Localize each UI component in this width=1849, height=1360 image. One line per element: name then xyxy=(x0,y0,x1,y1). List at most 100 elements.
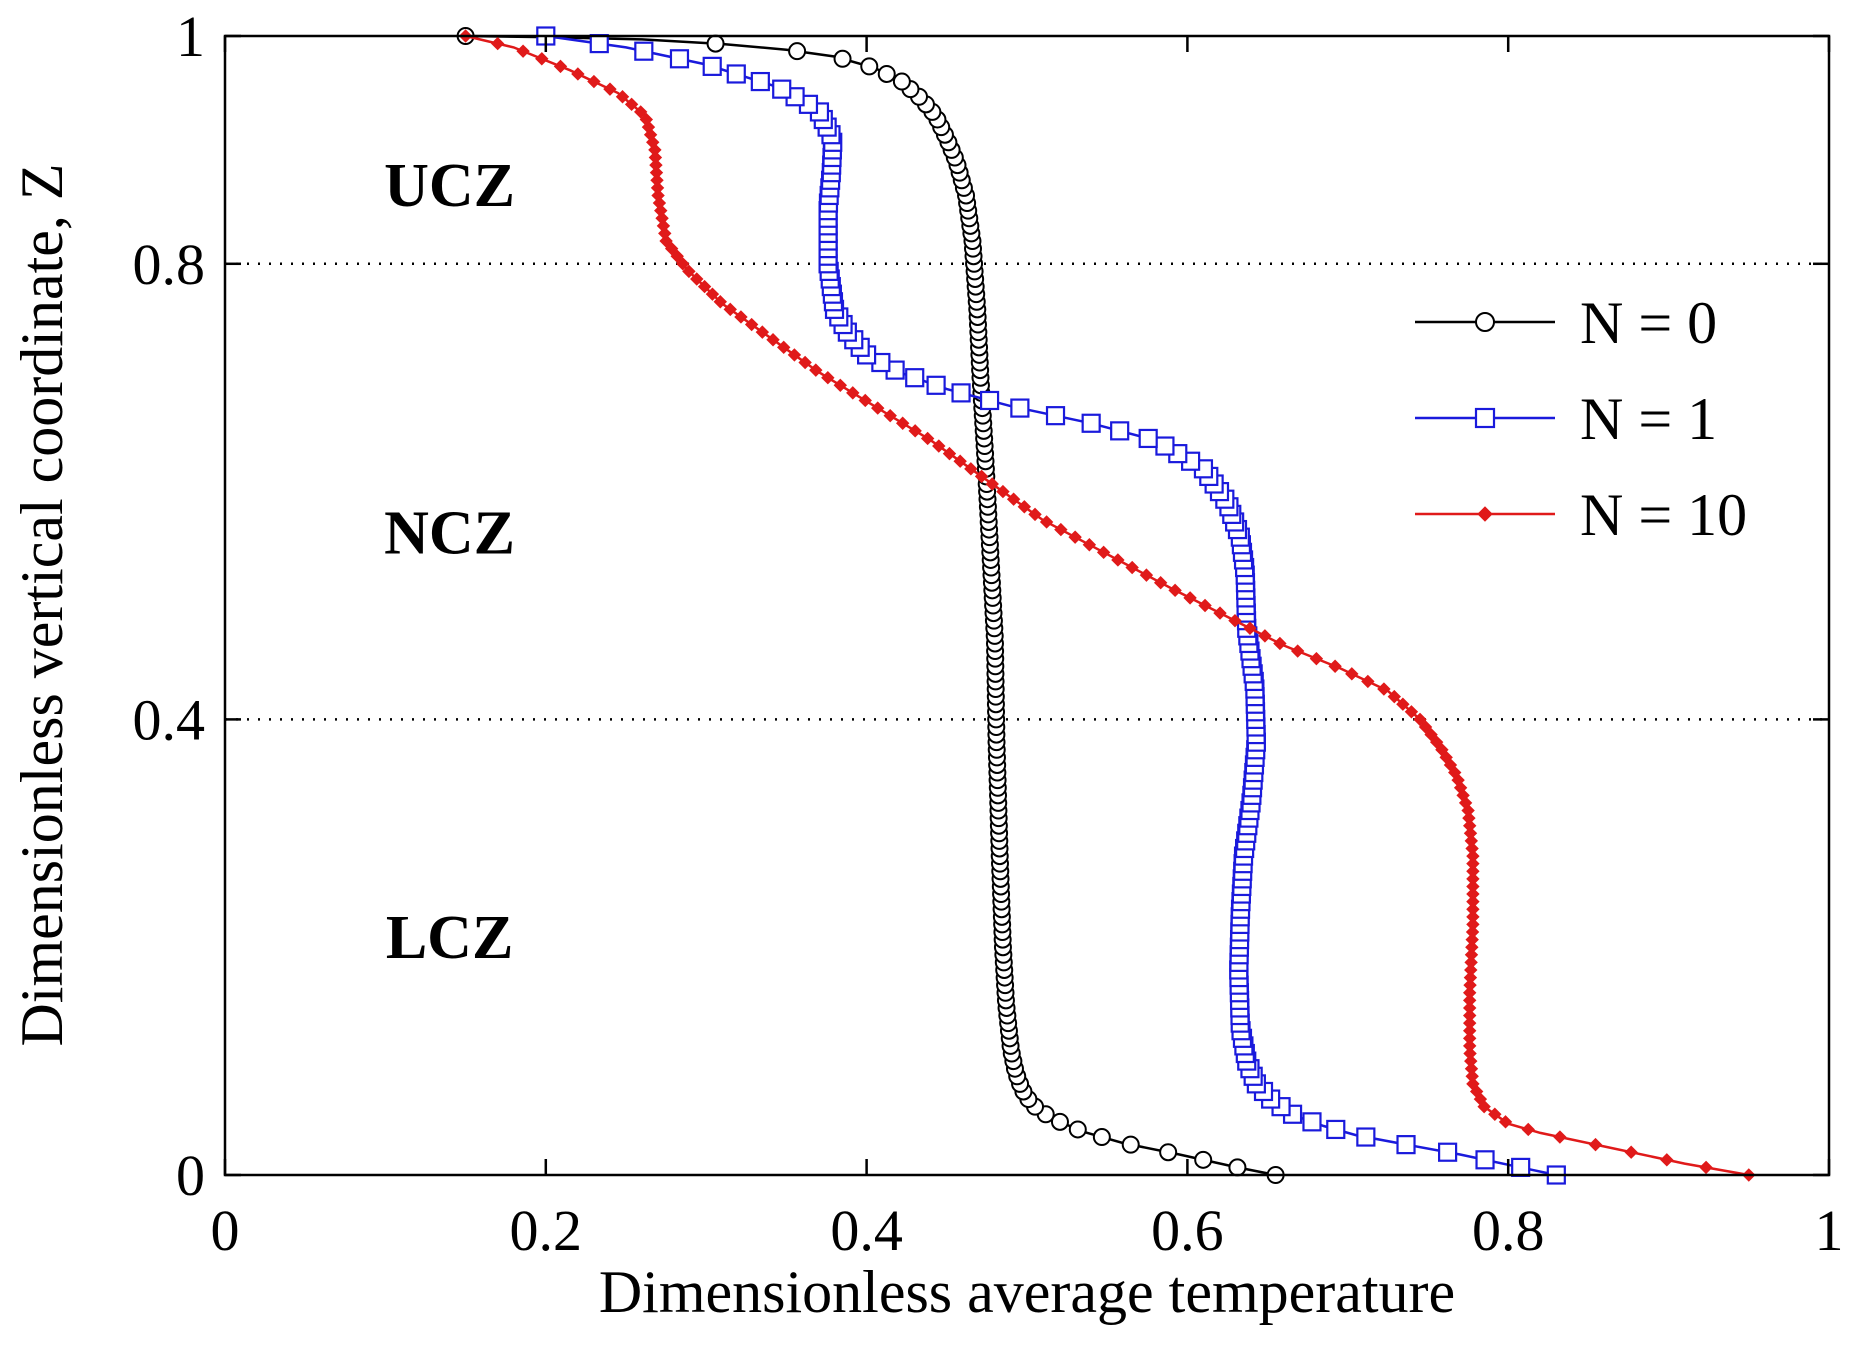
data-point xyxy=(755,325,770,339)
data-point xyxy=(1396,1135,1416,1155)
data-point xyxy=(705,287,720,301)
legend-entry: N = 0 xyxy=(1415,290,1717,356)
data-point xyxy=(624,97,639,112)
series-n-10 xyxy=(458,29,1756,1182)
data-point xyxy=(634,41,654,61)
data-point xyxy=(1054,522,1068,537)
data-point xyxy=(1475,1150,1495,1170)
data-point xyxy=(1396,697,1410,711)
data-point xyxy=(1213,606,1227,620)
data-point xyxy=(1290,644,1305,658)
data-point xyxy=(1068,530,1082,544)
data-point xyxy=(1466,864,1480,878)
data-point xyxy=(821,370,835,385)
data-point xyxy=(1553,1130,1567,1144)
data-point xyxy=(951,383,971,403)
data-point xyxy=(603,82,617,96)
data-point xyxy=(1511,1157,1531,1178)
series-n-1 xyxy=(536,26,1566,1185)
data-point xyxy=(1624,1145,1638,1159)
data-point xyxy=(1464,1061,1479,1076)
data-point xyxy=(1463,970,1478,985)
data-point xyxy=(1466,872,1480,886)
data-point xyxy=(639,112,654,127)
data-point xyxy=(1228,1158,1247,1177)
data-point xyxy=(535,52,549,66)
data-point xyxy=(979,390,1000,411)
data-point xyxy=(883,408,897,423)
data-point xyxy=(649,165,664,180)
data-point xyxy=(905,368,925,388)
zone-label-lcz: LCZ xyxy=(386,904,513,972)
data-point xyxy=(664,241,679,256)
data-point xyxy=(953,454,967,468)
data-point xyxy=(713,295,727,309)
data-point xyxy=(649,158,663,172)
x-tick-label: 0.6 xyxy=(1151,1198,1224,1263)
data-point xyxy=(1159,1143,1178,1162)
data-point xyxy=(650,173,664,187)
data-point xyxy=(860,57,879,76)
data-point xyxy=(750,71,770,92)
data-point xyxy=(1521,1122,1535,1137)
x-tick-label: 0 xyxy=(211,1198,240,1263)
data-point xyxy=(809,363,823,377)
data-point xyxy=(702,56,722,76)
data-point xyxy=(920,431,935,446)
data-point xyxy=(787,348,802,362)
data-point xyxy=(1121,1135,1140,1154)
data-point xyxy=(633,105,648,119)
data-point xyxy=(1462,818,1477,833)
data-point xyxy=(1466,894,1480,909)
data-point xyxy=(1418,720,1433,734)
data-point xyxy=(744,317,759,332)
data-point xyxy=(926,375,946,395)
data-point xyxy=(1081,413,1101,433)
series-line xyxy=(465,34,1276,1177)
data-point xyxy=(615,90,630,104)
data-point xyxy=(1243,621,1257,635)
data-point xyxy=(1462,1008,1477,1023)
data-point xyxy=(942,446,957,461)
data-point xyxy=(1168,583,1182,598)
data-point xyxy=(1309,651,1324,666)
data-point xyxy=(726,64,746,84)
data-point xyxy=(723,302,737,317)
data-point xyxy=(964,462,978,476)
data-point xyxy=(846,386,860,400)
data-point xyxy=(706,34,725,53)
axis-ticks: 0 0.2 0.4 0.6 0.8 1 0 0.4 0.8 1 xyxy=(133,4,1844,1263)
data-point xyxy=(1010,398,1030,418)
data-point xyxy=(974,469,989,484)
data-point xyxy=(1463,826,1478,841)
data-point xyxy=(833,49,852,68)
y-tick-label: 0.8 xyxy=(133,232,206,297)
data-point xyxy=(1466,902,1480,916)
data-point xyxy=(871,401,885,415)
plot-frame xyxy=(223,34,1831,1177)
data-point xyxy=(1039,515,1054,529)
data-point xyxy=(1413,712,1427,727)
data-point xyxy=(1466,849,1480,863)
zone-label-ncz: NCZ xyxy=(384,499,515,567)
data-point xyxy=(1463,1046,1477,1061)
data-point xyxy=(1183,591,1197,605)
legend-label: N = 1 xyxy=(1580,386,1717,452)
series-line xyxy=(545,34,1557,1177)
legend-entry: N = 1 xyxy=(1415,386,1717,452)
data-point xyxy=(1258,629,1272,643)
legend-label: N = 10 xyxy=(1580,482,1747,548)
data-point xyxy=(932,439,946,453)
data-point xyxy=(1588,1137,1603,1152)
data-point xyxy=(1050,1112,1069,1131)
data-point xyxy=(1429,735,1444,749)
data-point xyxy=(1462,1016,1477,1030)
data-point xyxy=(1068,1120,1087,1139)
data-point xyxy=(1273,636,1287,651)
data-point xyxy=(1466,917,1480,932)
data-point xyxy=(1464,834,1479,848)
x-tick-label: 0.2 xyxy=(510,1198,583,1263)
data-point xyxy=(516,44,530,58)
legend: N = 0 N = 1 N = 10 xyxy=(1415,290,1747,548)
